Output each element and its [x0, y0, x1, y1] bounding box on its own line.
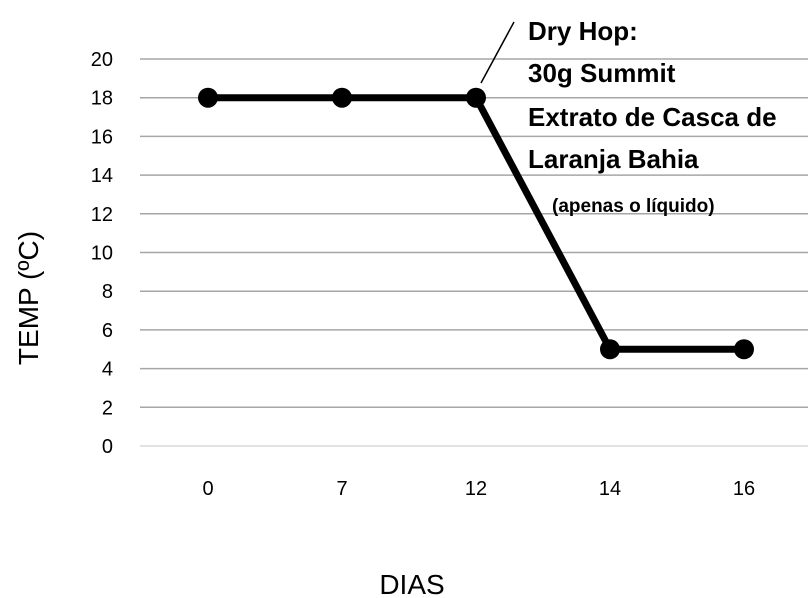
y-axis-title: TEMP (ºC): [13, 231, 44, 365]
annotation-line-1: Dry Hop:: [528, 16, 638, 46]
x-tick-label: 0: [202, 478, 213, 500]
data-point: [198, 87, 218, 108]
y-tick-label: 16: [91, 126, 113, 148]
x-tick-label: 16: [733, 478, 755, 500]
y-tick-label: 20: [91, 49, 113, 71]
y-tick-label: 14: [91, 165, 113, 187]
annotation-line-4: Laranja Bahia: [528, 144, 699, 174]
y-axis-ticks: 0 2 4 6 8 10 12 14 16 18 20: [91, 49, 113, 458]
y-tick-label: 6: [102, 320, 113, 342]
x-tick-label: 12: [465, 478, 487, 500]
data-point: [466, 87, 486, 108]
gridlines: [140, 58, 808, 447]
y-tick-label: 12: [91, 204, 113, 226]
y-tick-label: 8: [102, 281, 113, 303]
data-point: [332, 87, 352, 108]
y-tick-label: 10: [91, 243, 113, 265]
y-tick-label: 2: [102, 397, 113, 419]
series-group: [198, 87, 754, 360]
x-axis-title: DIAS: [379, 569, 444, 598]
data-point: [734, 339, 754, 360]
x-tick-label: 14: [599, 478, 621, 500]
annotation-leader-line: [480, 21, 515, 84]
annotation-note: (apenas o líquido): [552, 196, 715, 217]
y-tick-label: 18: [91, 88, 113, 110]
x-axis-ticks: 0 7 12 14 16: [202, 478, 755, 500]
y-tick-label: 4: [102, 359, 113, 381]
annotation-line-2: 30g Summit: [528, 58, 676, 88]
series-line: [208, 94, 744, 353]
data-point: [600, 339, 620, 360]
x-tick-label: 7: [336, 478, 347, 500]
annotation-line-3: Extrato de Casca de: [528, 102, 777, 132]
y-tick-label: 0: [102, 436, 113, 458]
